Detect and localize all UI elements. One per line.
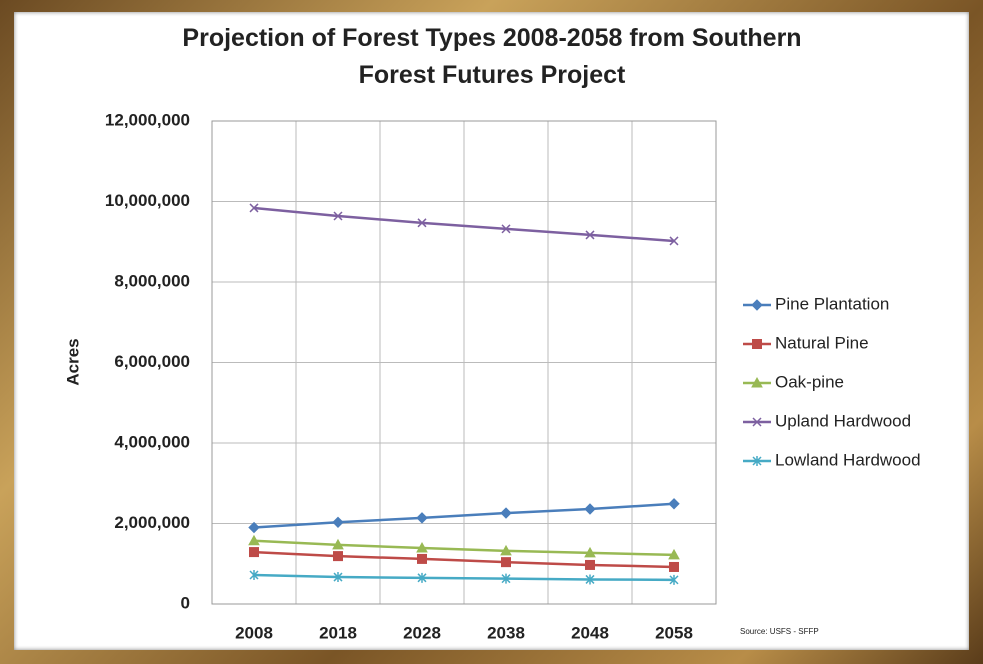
chart-title: Projection of Forest Types 2008-2058 fro… bbox=[182, 24, 802, 89]
marker bbox=[417, 553, 427, 564]
marker bbox=[416, 512, 428, 524]
marker bbox=[248, 521, 260, 534]
y-tick-label: 4,000,000 bbox=[114, 432, 190, 451]
marker bbox=[585, 559, 595, 570]
marker bbox=[333, 572, 343, 583]
marker bbox=[249, 547, 259, 558]
series-line bbox=[253, 550, 675, 569]
marker bbox=[416, 542, 428, 553]
marker bbox=[584, 546, 596, 558]
source-note: Source: USFS - SFFP bbox=[740, 627, 819, 636]
marker bbox=[668, 498, 680, 510]
legend-marker bbox=[751, 376, 763, 388]
y-tick-label: 6,000,000 bbox=[114, 352, 190, 371]
marker bbox=[501, 557, 511, 568]
legend-marker bbox=[752, 339, 762, 349]
marker bbox=[248, 534, 260, 546]
x-tick-label: 2018 bbox=[319, 623, 357, 642]
marker bbox=[668, 548, 680, 560]
marker bbox=[332, 538, 344, 550]
series-line bbox=[253, 502, 675, 529]
legend-marker bbox=[752, 456, 762, 466]
y-axis-label: Acres bbox=[63, 338, 82, 385]
marker bbox=[332, 516, 344, 528]
marker bbox=[417, 572, 427, 583]
legend-marker bbox=[752, 417, 762, 427]
chart-panel bbox=[14, 12, 969, 650]
marker bbox=[333, 211, 343, 221]
y-tick-label: 0 bbox=[181, 593, 190, 612]
marker bbox=[585, 230, 595, 240]
marker bbox=[333, 551, 343, 562]
marker bbox=[669, 574, 679, 585]
y-tick-label: 2,000,000 bbox=[114, 513, 190, 532]
legend-label: Natural Pine bbox=[775, 333, 869, 352]
legend-label: Pine Plantation bbox=[775, 294, 889, 313]
marker bbox=[501, 573, 511, 584]
marker bbox=[249, 570, 259, 581]
marker bbox=[249, 203, 259, 213]
legend-label: Upland Hardwood bbox=[775, 411, 911, 430]
plot-border bbox=[211, 120, 717, 605]
y-tick-label: 10,000,000 bbox=[105, 191, 190, 210]
marker bbox=[669, 236, 679, 246]
y-tick-label: 8,000,000 bbox=[114, 271, 190, 290]
marker bbox=[500, 544, 512, 556]
marker bbox=[417, 218, 427, 228]
legend-label: Oak-pine bbox=[775, 372, 844, 391]
legend-label: Lowland Hardwood bbox=[775, 450, 921, 469]
legend-marker bbox=[751, 299, 763, 311]
marker bbox=[500, 507, 512, 519]
marker bbox=[501, 224, 511, 234]
series-line bbox=[253, 539, 675, 557]
series-line bbox=[253, 206, 675, 243]
marker bbox=[584, 503, 596, 515]
x-tick-label: 2028 bbox=[403, 623, 441, 642]
x-tick-label: 2058 bbox=[655, 623, 693, 642]
x-tick-label: 2038 bbox=[487, 623, 525, 642]
x-tick-label: 2048 bbox=[571, 623, 609, 642]
series-line bbox=[253, 573, 675, 582]
x-tick-label: 2008 bbox=[235, 623, 273, 642]
marker bbox=[669, 561, 679, 572]
y-tick-label: 12,000,000 bbox=[105, 110, 190, 129]
marker bbox=[585, 574, 595, 585]
